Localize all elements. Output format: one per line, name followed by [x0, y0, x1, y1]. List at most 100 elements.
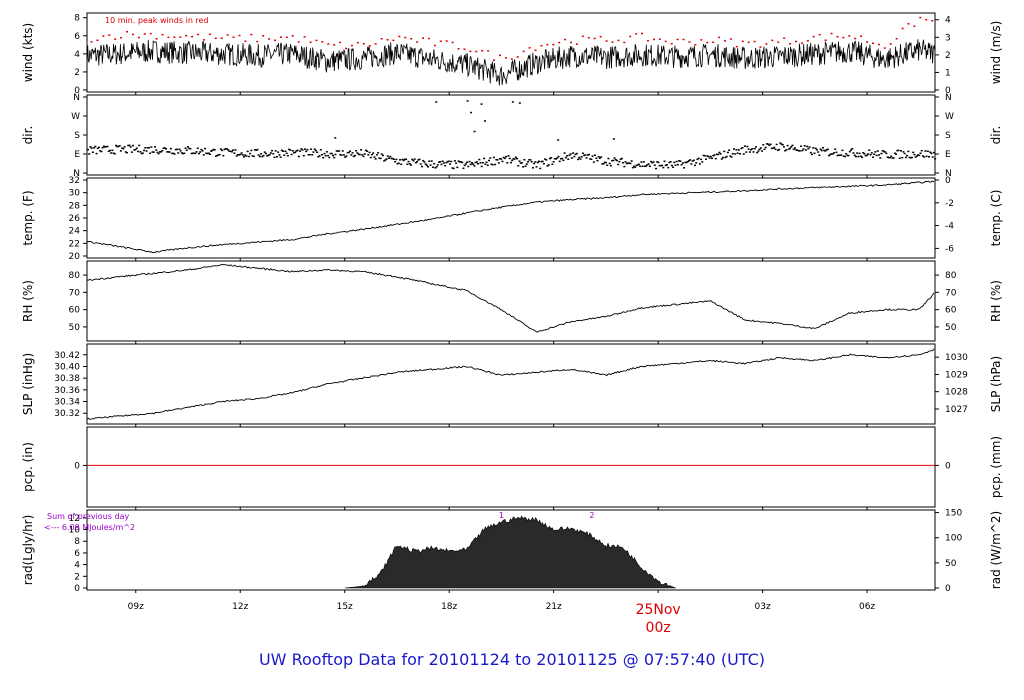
wind-ytick-label-left: 8	[74, 14, 80, 24]
dir-point	[347, 151, 350, 154]
dir-point	[216, 154, 219, 157]
dir-point	[617, 163, 620, 166]
temp-ytick-label-left: 30	[69, 189, 81, 199]
dir-point	[525, 163, 528, 165]
wind-peak-point	[410, 37, 413, 40]
dir-point	[575, 152, 578, 155]
dir-point	[278, 154, 281, 156]
dir-point	[751, 148, 754, 150]
dir-point	[256, 148, 259, 151]
dir-point	[600, 156, 603, 158]
pcp-ylabel-right: pcp. (mm)	[989, 436, 1003, 498]
dir-point	[116, 145, 119, 148]
dir-point	[133, 149, 136, 151]
wind-peak-point	[220, 37, 223, 40]
wind-peak-point	[392, 39, 395, 42]
wind-peak-point	[380, 37, 383, 40]
wind-peak-point	[670, 42, 673, 45]
dir-point	[323, 152, 326, 155]
rad-ytick-label-left: 6	[74, 549, 80, 559]
dir-point	[467, 165, 470, 168]
wind-peak-point	[445, 40, 448, 42]
dir-point	[701, 161, 704, 163]
dir-point	[893, 152, 896, 155]
wind-peak-point	[96, 39, 99, 42]
dir-point	[644, 165, 647, 167]
dir-point	[773, 146, 776, 149]
dir-point	[590, 158, 593, 161]
dir-point	[414, 161, 417, 164]
dir-point	[813, 152, 816, 155]
dir-point	[758, 148, 761, 151]
dir-point	[840, 154, 843, 156]
wind-peak-annotation: 10 min. peak winds in red	[105, 16, 209, 25]
rh-ylabel-left: RH (%)	[21, 280, 35, 322]
rad-marker-label: 1	[499, 511, 504, 520]
dir-point	[804, 149, 807, 151]
dir-point	[218, 153, 221, 156]
dir-point	[301, 149, 304, 151]
wind-peak-point	[309, 41, 312, 44]
dir-point	[903, 152, 906, 155]
dir-point	[628, 162, 631, 164]
dir-point	[162, 147, 165, 150]
rad-panel	[83, 509, 939, 593]
dir-point	[269, 152, 272, 154]
rh-ytick-label-left: 80	[69, 271, 81, 281]
dir-point	[871, 156, 874, 158]
rad-ylabel-left: rad(Lgly/hr)	[21, 515, 35, 586]
dir-point	[646, 164, 649, 166]
dir-point	[349, 150, 352, 153]
dir-ytick-label-left: W	[71, 112, 80, 122]
dir-point	[530, 160, 533, 163]
dir-point	[379, 157, 382, 160]
dir-point	[670, 164, 673, 167]
dir-point	[88, 153, 91, 155]
wind-peak-point	[931, 20, 934, 22]
dir-outlier-point	[557, 139, 560, 141]
dir-point	[821, 146, 824, 149]
dir-point	[366, 150, 369, 153]
dir-point	[875, 154, 878, 157]
dir-point	[634, 166, 637, 169]
dir-point	[363, 153, 366, 155]
xaxis-tick-label: 12z	[232, 602, 248, 612]
dir-point	[607, 157, 610, 160]
wind-peak-point	[871, 42, 874, 45]
dir-point	[612, 159, 615, 162]
wind-peak-point	[362, 42, 365, 45]
dir-point	[245, 155, 248, 157]
dir-point	[852, 152, 855, 154]
dir-point	[172, 152, 175, 155]
dir-point	[863, 152, 866, 155]
dir-point	[678, 159, 681, 162]
rh-line	[86, 263, 935, 333]
slp-ytick-label-right: 1029	[945, 370, 968, 380]
dir-point	[715, 153, 718, 156]
xaxis-tick-label: 18z	[441, 602, 457, 612]
slp-ylabel-left: SLP (inHg)	[21, 353, 35, 415]
dir-point	[217, 154, 220, 156]
dir-point	[574, 153, 577, 156]
dir-point	[429, 164, 432, 166]
dir-point	[551, 163, 554, 165]
dir-point	[424, 163, 427, 165]
dir-point	[757, 150, 760, 152]
dir-point	[428, 160, 431, 162]
dir-point	[870, 152, 873, 154]
wind-peak-point	[593, 37, 596, 40]
dir-point	[147, 146, 150, 149]
dir-point	[711, 157, 714, 160]
dir-point	[878, 154, 881, 156]
dir-point	[240, 152, 243, 154]
dir-point	[158, 151, 161, 153]
dir-point	[124, 151, 127, 153]
dir-point	[492, 156, 495, 159]
dir-point	[121, 147, 124, 149]
dir-point	[876, 150, 879, 152]
dir-point	[227, 149, 230, 151]
dir-point	[775, 143, 778, 146]
wind-peak-point	[208, 33, 211, 36]
wind-peak-point	[226, 34, 229, 36]
wind-peak-point	[812, 35, 815, 38]
